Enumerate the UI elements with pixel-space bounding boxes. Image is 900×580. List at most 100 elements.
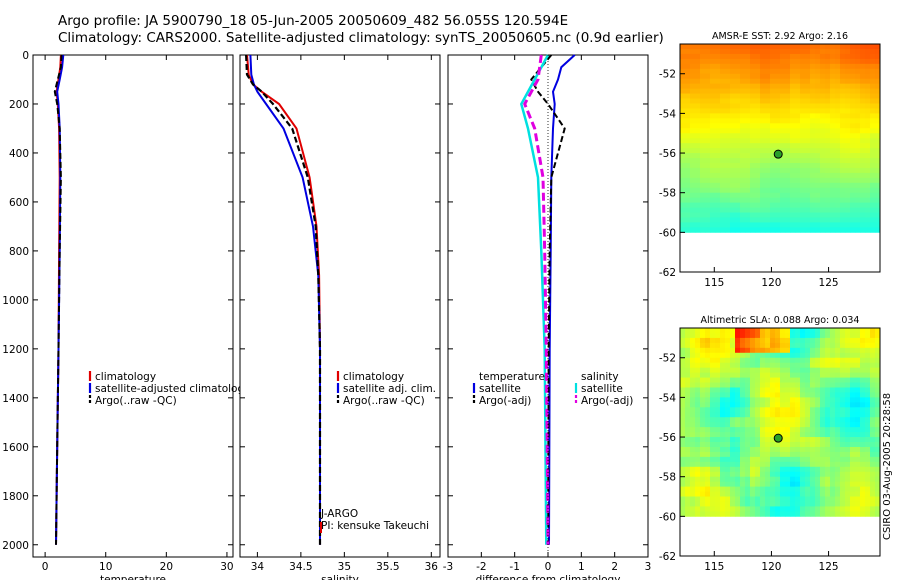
heat-cell: [765, 148, 771, 154]
heat-cell: [790, 491, 796, 497]
heat-cell: [855, 412, 861, 418]
heat-cell: [690, 177, 696, 184]
heat-cell: [785, 78, 791, 85]
heat-cell: [830, 222, 836, 228]
heat-cell: [715, 342, 721, 349]
heat-cell: [810, 491, 816, 497]
heat-cell: [740, 387, 746, 393]
heat-cell: [810, 422, 816, 428]
heat-cell: [805, 207, 811, 213]
heat-cell: [725, 337, 731, 344]
heat-cell: [790, 501, 796, 507]
heat-cell: [680, 58, 686, 65]
heat-cell: [760, 491, 766, 497]
heat-cell: [865, 392, 871, 398]
heat-cell: [695, 212, 701, 218]
heat-cell: [840, 481, 846, 488]
heat-cell: [725, 372, 731, 378]
heat-cell: [795, 153, 801, 159]
heat-cell: [810, 337, 816, 344]
heat-cell: [845, 73, 851, 80]
heat-cell: [825, 83, 831, 90]
heat-cell: [695, 48, 701, 55]
heat-cell: [735, 182, 741, 189]
heat-cell: [810, 182, 816, 189]
heat-cell: [820, 192, 826, 199]
heat-cell: [775, 108, 781, 114]
heat-cell: [810, 128, 816, 134]
heat-cell: [680, 153, 686, 159]
heat-cell: [745, 446, 751, 453]
heat-cell: [855, 143, 861, 149]
heat-cell: [845, 78, 851, 85]
heat-cell: [875, 491, 881, 497]
heat-cell: [765, 192, 771, 199]
heat-cell: [775, 103, 781, 109]
heat-cell: [760, 202, 766, 208]
heat-cell: [705, 133, 711, 139]
heat-cell: [680, 407, 686, 413]
heat-cell: [820, 167, 826, 174]
heat-cell: [700, 83, 706, 90]
heat-cell: [840, 461, 846, 468]
heat-cell: [870, 432, 876, 438]
heat-cell: [775, 63, 781, 70]
heat-cell: [735, 362, 741, 369]
heat-cell: [840, 143, 846, 149]
heat-cell: [740, 461, 746, 468]
heat-cell: [795, 227, 801, 233]
heat-cell: [690, 342, 696, 349]
heat-cell: [770, 133, 776, 139]
heat-cell: [850, 58, 856, 65]
heat-cell: [845, 501, 851, 507]
heat-cell: [850, 427, 856, 433]
heat-cell: [865, 496, 871, 502]
heat-cell: [740, 422, 746, 428]
heat-cell: [715, 501, 721, 507]
heat-cell: [735, 83, 741, 90]
heat-cell: [805, 511, 811, 517]
heat-cell: [750, 207, 756, 213]
heat-cell: [815, 172, 821, 179]
heat-cell: [735, 192, 741, 199]
heat-cell: [695, 367, 701, 374]
heat-cell: [765, 222, 771, 228]
heat-cell: [735, 143, 741, 149]
heat-cell: [760, 177, 766, 184]
heat-cell: [725, 143, 731, 149]
heat-cell: [840, 422, 846, 428]
heat-cell: [690, 103, 696, 109]
heat-cell: [810, 466, 816, 473]
heat-cell: [860, 456, 866, 463]
heat-cell: [840, 108, 846, 114]
heat-cell: [735, 347, 741, 354]
heat-cell: [690, 417, 696, 423]
legend-entry-label: climatology: [343, 371, 404, 383]
heat-cell: [795, 481, 801, 488]
heat-cell: [790, 506, 796, 512]
heat-cell: [815, 511, 821, 517]
heat-cell: [815, 451, 821, 458]
heat-cell: [860, 58, 866, 65]
heat-cell: [735, 113, 741, 119]
heat-cell: [830, 362, 836, 369]
heat-cell: [700, 446, 706, 453]
heat-cell: [695, 63, 701, 70]
heat-cell: [700, 197, 706, 204]
pi-annotation: PI: kensuke Takeuchi: [321, 520, 429, 532]
heat-cell: [750, 382, 756, 388]
heat-cell: [735, 158, 741, 164]
heat-cell: [810, 342, 816, 349]
heat-cell: [730, 88, 736, 94]
heat-cell: [805, 456, 811, 463]
heat-cell: [845, 392, 851, 398]
heat-cell: [760, 53, 766, 60]
heat-cell: [835, 177, 841, 184]
heat-cell: [710, 476, 716, 483]
heat-cell: [790, 123, 796, 129]
heat-cell: [720, 387, 726, 393]
heat-cell: [810, 437, 816, 443]
heat-cell: [680, 44, 686, 50]
heat-cell: [825, 212, 831, 218]
heat-cell: [770, 227, 776, 233]
